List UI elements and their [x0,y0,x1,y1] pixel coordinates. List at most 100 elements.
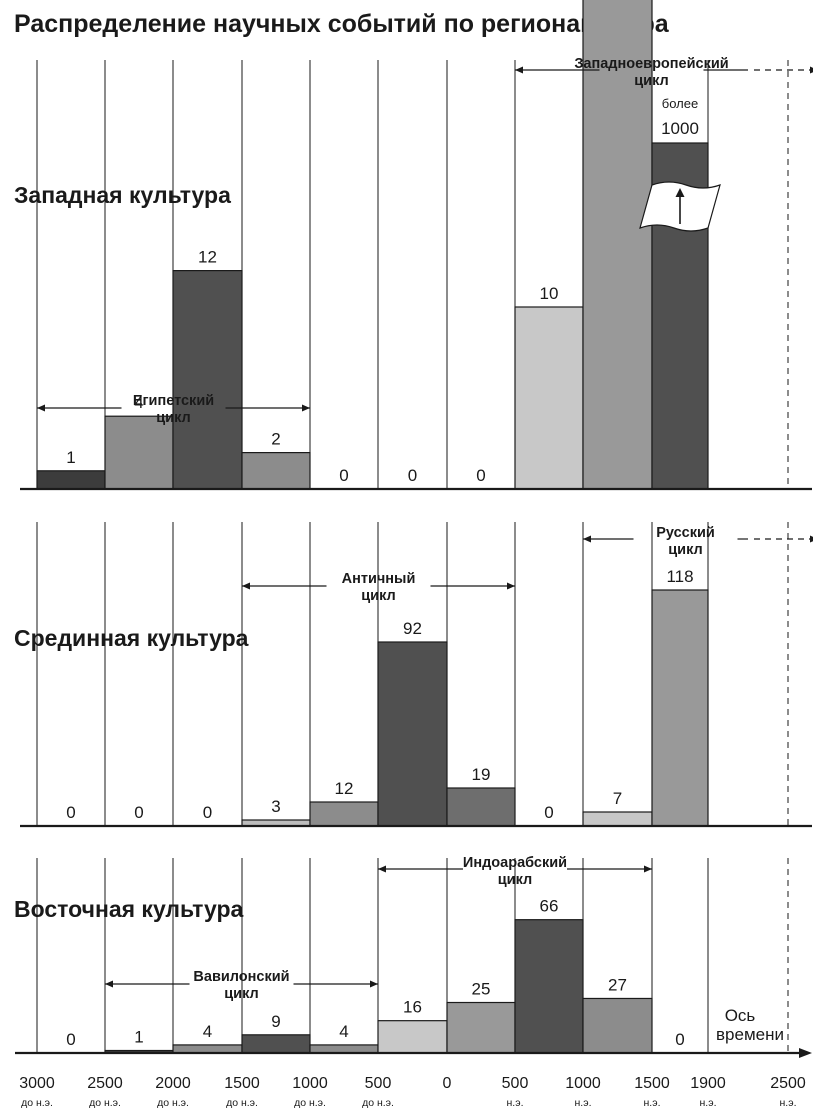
bar [582,0,653,490]
cycle-label-line1: Русский [656,525,715,541]
bar [377,1020,448,1054]
arrow-head-right [810,66,813,74]
x-tick-era: до н.э. [21,1097,53,1109]
bar [514,919,584,1054]
bar-value-label: 0 [66,1030,75,1049]
bar [582,811,653,827]
x-tick-era: н.э. [700,1097,717,1109]
bar-value-label: 12 [335,779,354,798]
arrow-head-left [515,66,523,74]
bar-value-label: 0 [675,1030,684,1049]
bar-value-label: 118 [666,567,693,586]
bar-value-label: 27 [608,975,627,994]
bar [309,801,379,827]
x-tick-era: до н.э. [362,1097,394,1109]
bar-value-label: 2 [271,430,280,449]
x-tick-label: 1900 [690,1075,726,1092]
x-tick-era: до н.э. [89,1097,121,1109]
bar-value-label: 4 [339,1022,348,1041]
bar [241,452,311,490]
bar-value-label: 0 [66,803,75,822]
x-tick-label: 500 [502,1075,529,1092]
bar [446,787,516,827]
bar-value-label: 1000 [661,119,699,138]
x-tick-label: 3000 [19,1075,55,1092]
cycle-label-line2: цикл [668,542,702,558]
bar-value-label: 0 [408,466,417,485]
axis-label-line2: времени [716,1025,784,1044]
bar-value-label: 92 [403,619,422,638]
cycle-label-line1: Индоарабский [463,855,567,871]
bar-value-label: 0 [203,803,212,822]
bar-broken [639,142,721,490]
cycle-label-line2: цикл [156,410,190,426]
x-tick-label: 2000 [155,1075,191,1092]
x-tick-label: 1500 [634,1075,670,1092]
bar [582,997,653,1054]
bar-value-label: 3 [271,797,280,816]
cycle-label-line1: Египетский [133,393,214,409]
panels-group: Западная культура141220001057более1000Ег… [14,0,813,1058]
cycle-label-line2: цикл [634,73,668,89]
bar [377,641,448,827]
arrow-head-left [105,980,113,988]
x-tick-era: до н.э. [157,1097,189,1109]
bar [172,1044,243,1054]
bar [104,415,174,490]
x-tick-label: 0 [443,1075,452,1092]
panel-1: Срединная культура 0 0 0 3 12 92 19 0 7 118 Античны… [14,522,813,828]
x-tick-era: н.э. [507,1097,524,1109]
cycle-label-line2: цикл [498,872,532,888]
arrow-head-right [810,535,813,543]
bar [241,1034,311,1054]
bar-value-label: 10 [540,284,559,303]
x-tick-label: 500 [365,1075,392,1092]
bar-value-label: 0 [134,803,143,822]
cycle-label-line1: Античный [342,571,416,587]
arrow-head-left [242,582,250,590]
x-tick-era: н.э. [575,1097,592,1109]
arrow-head-left [378,865,386,873]
arrow-head-right [507,582,515,590]
bar-value-label: 4 [203,1022,212,1041]
x-tick-label: 1000 [565,1075,601,1092]
bar-value-label: 25 [472,980,491,999]
x-tick-label: 2500 [770,1075,806,1092]
x-tick-label: 1000 [292,1075,328,1092]
arrow-head-right [644,865,652,873]
x-tick-era: н.э. [644,1097,661,1109]
bar-value-label: 0 [544,803,553,822]
cycle-label-line2: цикл [361,588,395,604]
arrow-up-head [675,188,685,197]
panel-title: Западная культура [14,182,231,208]
bar-value-prefix: более [662,96,698,111]
bar [36,470,106,490]
bar-value-label: 16 [403,998,422,1017]
bar-value-label: 0 [476,466,485,485]
arrow-head-left [583,535,591,543]
x-tick-era: до н.э. [294,1097,326,1109]
cycle-label-line1: Вавилонский [193,969,289,985]
bar-value-label: 19 [472,765,491,784]
x-tick-era: н.э. [780,1097,797,1109]
panel-title: Восточная культура [14,896,244,922]
panel-title: Срединная культура [14,625,249,651]
arrow-head-left [37,404,45,412]
cycle-label-line2: цикл [224,986,258,1002]
bar-value-label: 9 [271,1012,280,1031]
panel-0: Западная культура141220001057более1000Ег… [14,0,813,491]
bar-value-label: 1 [134,1028,143,1047]
bar [651,589,709,827]
bar [309,1044,379,1054]
arrow-head-right [302,404,310,412]
x-tick-label: 1500 [224,1075,260,1092]
axis-arrow-head [799,1048,812,1058]
